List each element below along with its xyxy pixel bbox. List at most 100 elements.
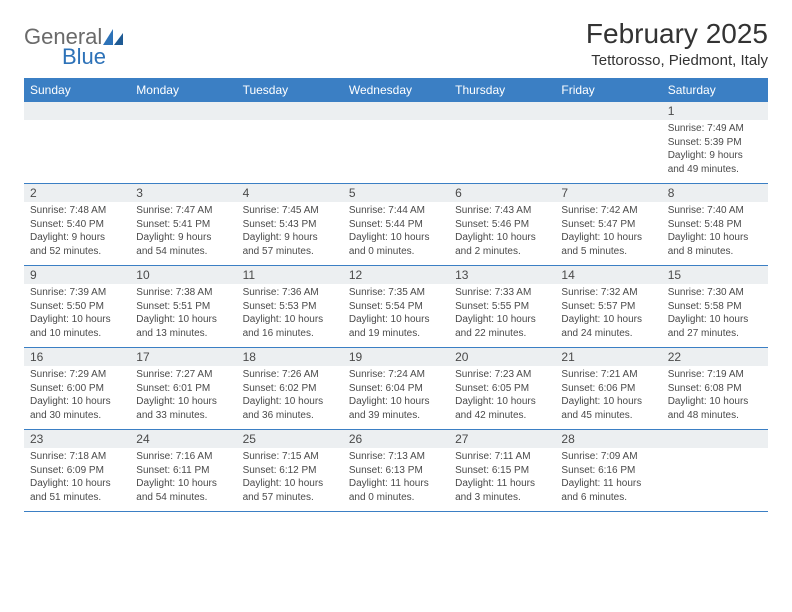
day-number-empty — [24, 102, 130, 120]
daylight-text: and 39 minutes. — [349, 409, 443, 423]
day-number: 19 — [343, 348, 449, 366]
sunrise-text: Sunrise: 7:29 AM — [30, 368, 124, 382]
calendar-day-cell — [24, 102, 130, 184]
sunset-text: Sunset: 5:57 PM — [561, 300, 655, 314]
title-block: February 2025 Tettorosso, Piedmont, Ital… — [586, 18, 768, 69]
day-info: Sunrise: 7:45 AMSunset: 5:43 PMDaylight:… — [237, 202, 343, 262]
sunset-text: Sunset: 5:51 PM — [136, 300, 230, 314]
daylight-text: Daylight: 10 hours — [561, 313, 655, 327]
day-number: 22 — [662, 348, 768, 366]
daylight-text: and 10 minutes. — [30, 327, 124, 341]
sunrise-text: Sunrise: 7:43 AM — [455, 204, 549, 218]
daylight-text: Daylight: 10 hours — [668, 231, 762, 245]
calendar-day-cell: 25Sunrise: 7:15 AMSunset: 6:12 PMDayligh… — [237, 430, 343, 512]
day-number: 25 — [237, 430, 343, 448]
day-number: 2 — [24, 184, 130, 202]
daylight-text: and 24 minutes. — [561, 327, 655, 341]
calendar-day-cell: 21Sunrise: 7:21 AMSunset: 6:06 PMDayligh… — [555, 348, 661, 430]
daylight-text: and 54 minutes. — [136, 245, 230, 259]
day-info: Sunrise: 7:26 AMSunset: 6:02 PMDaylight:… — [237, 366, 343, 426]
calendar-day-cell — [130, 102, 236, 184]
day-number: 8 — [662, 184, 768, 202]
day-number: 26 — [343, 430, 449, 448]
daylight-text: Daylight: 11 hours — [455, 477, 549, 491]
day-info: Sunrise: 7:49 AMSunset: 5:39 PMDaylight:… — [662, 120, 768, 180]
calendar-day-cell — [555, 102, 661, 184]
sunrise-text: Sunrise: 7:19 AM — [668, 368, 762, 382]
calendar-day-cell: 7Sunrise: 7:42 AMSunset: 5:47 PMDaylight… — [555, 184, 661, 266]
sunrise-text: Sunrise: 7:15 AM — [243, 450, 337, 464]
daylight-text: Daylight: 10 hours — [455, 231, 549, 245]
sunset-text: Sunset: 6:06 PM — [561, 382, 655, 396]
daylight-text: Daylight: 10 hours — [455, 395, 549, 409]
sunrise-text: Sunrise: 7:16 AM — [136, 450, 230, 464]
calendar-day-cell: 15Sunrise: 7:30 AMSunset: 5:58 PMDayligh… — [662, 266, 768, 348]
weekday-header-row: Sunday Monday Tuesday Wednesday Thursday… — [24, 79, 768, 102]
calendar-day-cell: 3Sunrise: 7:47 AMSunset: 5:41 PMDaylight… — [130, 184, 236, 266]
calendar-day-cell: 12Sunrise: 7:35 AMSunset: 5:54 PMDayligh… — [343, 266, 449, 348]
day-number: 6 — [449, 184, 555, 202]
day-number: 1 — [662, 102, 768, 120]
calendar-day-cell: 28Sunrise: 7:09 AMSunset: 6:16 PMDayligh… — [555, 430, 661, 512]
day-number-empty — [237, 102, 343, 120]
weekday-header: Tuesday — [237, 79, 343, 102]
calendar-day-cell: 6Sunrise: 7:43 AMSunset: 5:46 PMDaylight… — [449, 184, 555, 266]
sunset-text: Sunset: 5:43 PM — [243, 218, 337, 232]
day-number: 10 — [130, 266, 236, 284]
sunrise-text: Sunrise: 7:49 AM — [668, 122, 762, 136]
calendar-day-cell: 5Sunrise: 7:44 AMSunset: 5:44 PMDaylight… — [343, 184, 449, 266]
calendar-day-cell: 16Sunrise: 7:29 AMSunset: 6:00 PMDayligh… — [24, 348, 130, 430]
sunrise-text: Sunrise: 7:13 AM — [349, 450, 443, 464]
sunset-text: Sunset: 5:41 PM — [136, 218, 230, 232]
day-info: Sunrise: 7:39 AMSunset: 5:50 PMDaylight:… — [24, 284, 130, 344]
daylight-text: and 49 minutes. — [668, 163, 762, 177]
calendar-day-cell — [343, 102, 449, 184]
sunset-text: Sunset: 6:08 PM — [668, 382, 762, 396]
daylight-text: and 6 minutes. — [561, 491, 655, 505]
day-info: Sunrise: 7:16 AMSunset: 6:11 PMDaylight:… — [130, 448, 236, 508]
sunset-text: Sunset: 5:44 PM — [349, 218, 443, 232]
sunrise-text: Sunrise: 7:39 AM — [30, 286, 124, 300]
sunset-text: Sunset: 5:46 PM — [455, 218, 549, 232]
day-number: 17 — [130, 348, 236, 366]
sunset-text: Sunset: 6:13 PM — [349, 464, 443, 478]
daylight-text: and 52 minutes. — [30, 245, 124, 259]
day-info: Sunrise: 7:38 AMSunset: 5:51 PMDaylight:… — [130, 284, 236, 344]
daylight-text: and 27 minutes. — [668, 327, 762, 341]
day-number: 7 — [555, 184, 661, 202]
day-info: Sunrise: 7:48 AMSunset: 5:40 PMDaylight:… — [24, 202, 130, 262]
daylight-text: and 13 minutes. — [136, 327, 230, 341]
day-info: Sunrise: 7:18 AMSunset: 6:09 PMDaylight:… — [24, 448, 130, 508]
calendar-day-cell: 27Sunrise: 7:11 AMSunset: 6:15 PMDayligh… — [449, 430, 555, 512]
sunrise-text: Sunrise: 7:45 AM — [243, 204, 337, 218]
sunset-text: Sunset: 5:39 PM — [668, 136, 762, 150]
day-number: 27 — [449, 430, 555, 448]
daylight-text: Daylight: 10 hours — [243, 313, 337, 327]
sunset-text: Sunset: 5:48 PM — [668, 218, 762, 232]
day-info: Sunrise: 7:42 AMSunset: 5:47 PMDaylight:… — [555, 202, 661, 262]
daylight-text: and 5 minutes. — [561, 245, 655, 259]
sunset-text: Sunset: 5:54 PM — [349, 300, 443, 314]
logo-text-sub: Blue — [62, 44, 106, 70]
day-number-empty — [449, 102, 555, 120]
calendar-day-cell: 4Sunrise: 7:45 AMSunset: 5:43 PMDaylight… — [237, 184, 343, 266]
sunset-text: Sunset: 5:58 PM — [668, 300, 762, 314]
day-number-empty — [662, 430, 768, 448]
sunrise-text: Sunrise: 7:42 AM — [561, 204, 655, 218]
day-info: Sunrise: 7:23 AMSunset: 6:05 PMDaylight:… — [449, 366, 555, 426]
day-info: Sunrise: 7:43 AMSunset: 5:46 PMDaylight:… — [449, 202, 555, 262]
sunrise-text: Sunrise: 7:09 AM — [561, 450, 655, 464]
sunset-text: Sunset: 6:11 PM — [136, 464, 230, 478]
daylight-text: Daylight: 9 hours — [243, 231, 337, 245]
weekday-header: Monday — [130, 79, 236, 102]
calendar-day-cell: 14Sunrise: 7:32 AMSunset: 5:57 PMDayligh… — [555, 266, 661, 348]
calendar-day-cell: 11Sunrise: 7:36 AMSunset: 5:53 PMDayligh… — [237, 266, 343, 348]
weekday-header: Saturday — [662, 79, 768, 102]
daylight-text: and 30 minutes. — [30, 409, 124, 423]
sunrise-text: Sunrise: 7:11 AM — [455, 450, 549, 464]
day-info: Sunrise: 7:24 AMSunset: 6:04 PMDaylight:… — [343, 366, 449, 426]
sunrise-text: Sunrise: 7:40 AM — [668, 204, 762, 218]
day-info: Sunrise: 7:30 AMSunset: 5:58 PMDaylight:… — [662, 284, 768, 344]
day-info: Sunrise: 7:13 AMSunset: 6:13 PMDaylight:… — [343, 448, 449, 508]
day-number: 11 — [237, 266, 343, 284]
